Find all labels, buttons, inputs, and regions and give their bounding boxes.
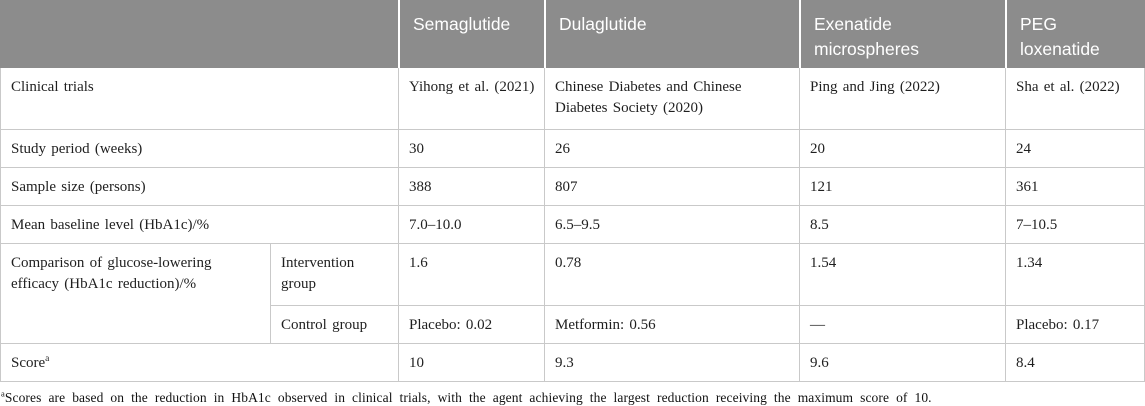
cell-mean-baseline-semaglutide: 7.0–10.0: [398, 206, 544, 244]
table-row: Scorea 10 9.3 9.6 8.4: [0, 344, 1145, 382]
table-row: Study period (weeks) 30 26 20 24: [0, 130, 1145, 168]
table-row: Control group Placebo: 0.02 Metformin: 0…: [0, 306, 1145, 344]
cell-mean-baseline-dulaglutide: 6.5–9.5: [544, 206, 799, 244]
header-corner-cell: [0, 0, 398, 68]
cell-control-dulaglutide: Metformin: 0.56: [544, 306, 799, 344]
header-row: Semaglutide Dulaglutide Exenatide micros…: [0, 0, 1145, 68]
cell-intervention-dulaglutide: 0.78: [544, 244, 799, 306]
table-row: Mean baseline level (HbA1c)/% 7.0–10.0 6…: [0, 206, 1145, 244]
cell-clinical-trials-exenatide: Ping and Jing (2022): [799, 68, 1005, 130]
cell-clinical-trials-peg-loxenatide: Sha et al. (2022): [1005, 68, 1145, 130]
cell-study-period-peg-loxenatide: 24: [1005, 130, 1145, 168]
cell-mean-baseline-peg-loxenatide: 7–10.5: [1005, 206, 1145, 244]
cell-study-period-exenatide: 20: [799, 130, 1005, 168]
cell-study-period-dulaglutide: 26: [544, 130, 799, 168]
cell-study-period-semaglutide: 30: [398, 130, 544, 168]
cell-intervention-semaglutide: 1.6: [398, 244, 544, 306]
score-superscript: a: [45, 354, 50, 364]
table-row: Comparison of glucose-lowering efficacy …: [0, 244, 1145, 344]
column-header-peg-loxenatide: PEG loxenatide: [1005, 0, 1145, 68]
cell-intervention-exenatide: 1.54: [799, 244, 1005, 306]
cell-control-semaglutide: Placebo: 0.02: [398, 306, 544, 344]
cell-clinical-trials-semaglutide: Yihong et al. (2021): [398, 68, 544, 130]
row-label-efficacy: Comparison of glucose-lowering efficacy …: [0, 244, 270, 344]
cell-score-exenatide: 9.6: [799, 344, 1005, 382]
drug-comparison-table: Semaglutide Dulaglutide Exenatide micros…: [0, 0, 1145, 382]
footnote-text: Scores are based on the reduction in HbA…: [4, 390, 932, 405]
cell-sample-size-exenatide: 121: [799, 168, 1005, 206]
score-label-text: Score: [11, 355, 46, 371]
cell-score-semaglutide: 10: [398, 344, 544, 382]
column-header-semaglutide: Semaglutide: [398, 0, 544, 68]
cell-control-peg-loxenatide: Placebo: 0.17: [1005, 306, 1145, 344]
table-row: Sample size (persons) 388 807 121 361: [0, 168, 1145, 206]
table-footnote: aScores are based on the reduction in Hb…: [1, 388, 1145, 406]
cell-score-dulaglutide: 9.3: [544, 344, 799, 382]
footnote-superscript: a: [1, 388, 5, 399]
row-label-score: Scorea: [0, 344, 398, 382]
cell-control-exenatide: —: [799, 306, 1005, 344]
cell-sample-size-dulaglutide: 807: [544, 168, 799, 206]
sub-row-label-control-group: Control group: [270, 306, 398, 344]
column-header-dulaglutide: Dulaglutide: [544, 0, 799, 68]
column-header-exenatide-microspheres: Exenatide microspheres: [799, 0, 1005, 68]
cell-clinical-trials-dulaglutide: Chinese Diabetes and Chinese Diabetes So…: [544, 68, 799, 130]
cell-intervention-peg-loxenatide: 1.34: [1005, 244, 1145, 306]
sub-row-label-intervention-group: Intervention group: [270, 244, 398, 306]
row-label-sample-size: Sample size (persons): [0, 168, 398, 206]
row-label-mean-baseline: Mean baseline level (HbA1c)/%: [0, 206, 398, 244]
cell-sample-size-peg-loxenatide: 361: [1005, 168, 1145, 206]
table-row: Clinical trials Yihong et al. (2021) Chi…: [0, 68, 1145, 130]
row-label-study-period: Study period (weeks): [0, 130, 398, 168]
row-label-clinical-trials: Clinical trials: [0, 68, 398, 130]
cell-mean-baseline-exenatide: 8.5: [799, 206, 1005, 244]
cell-sample-size-semaglutide: 388: [398, 168, 544, 206]
cell-score-peg-loxenatide: 8.4: [1005, 344, 1145, 382]
